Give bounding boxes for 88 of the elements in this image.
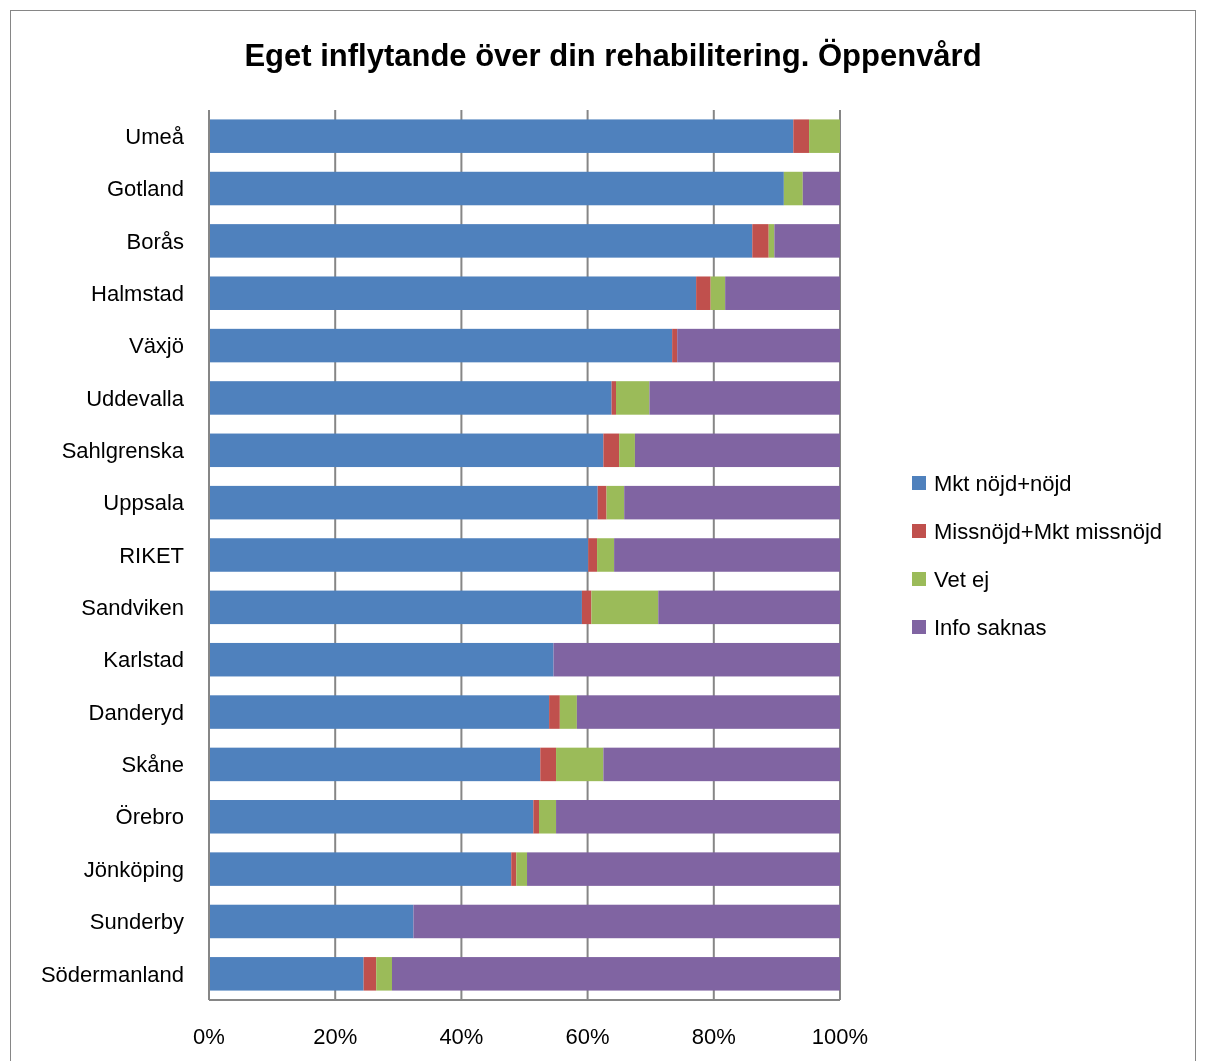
bar xyxy=(209,328,673,363)
x-tick-label: 100% xyxy=(811,1024,869,1049)
bar xyxy=(603,433,620,468)
bar xyxy=(209,800,534,834)
bar xyxy=(209,381,612,415)
y-tick-label: Danderyd xyxy=(88,699,184,725)
y-tick-label: Växjö xyxy=(128,333,184,359)
bar xyxy=(209,433,604,468)
bar xyxy=(774,224,840,258)
y-tick-label: Sandviken xyxy=(81,595,184,621)
bar xyxy=(209,171,784,206)
x-tick-label: 0% xyxy=(193,1024,225,1049)
bar xyxy=(658,590,840,625)
legend-label: Vet ej xyxy=(934,566,990,592)
bar xyxy=(209,485,598,520)
bar xyxy=(413,904,840,939)
bar xyxy=(516,852,528,886)
bar xyxy=(539,800,557,834)
legend-label: Mkt nöjd+nöjd xyxy=(934,470,1072,496)
bar xyxy=(209,852,512,886)
bar xyxy=(376,957,392,991)
y-tick-label: Gotland xyxy=(106,176,184,202)
bar xyxy=(672,328,678,363)
bar xyxy=(556,747,604,782)
bar xyxy=(209,747,541,782)
bar xyxy=(588,538,598,572)
bar xyxy=(752,224,769,258)
y-tick-label: Sunderby xyxy=(89,909,184,935)
bar xyxy=(619,433,635,468)
bar xyxy=(209,695,550,729)
x-tick-label: 80% xyxy=(691,1024,736,1049)
bar xyxy=(209,119,794,153)
x-tick-label: 40% xyxy=(439,1024,484,1049)
bar xyxy=(783,171,803,206)
bar xyxy=(209,276,697,310)
bar xyxy=(696,276,711,310)
bar xyxy=(363,957,377,991)
bar xyxy=(209,904,414,939)
bar xyxy=(606,485,625,520)
bar xyxy=(553,642,840,677)
bar xyxy=(649,381,840,415)
y-tick-label: Uppsala xyxy=(103,490,185,516)
bar xyxy=(634,433,840,468)
bar xyxy=(677,328,840,363)
y-tick-label: Örebro xyxy=(115,804,184,830)
bar xyxy=(549,695,560,729)
y-tick-label: Jönköping xyxy=(83,856,184,882)
chart-title: Eget inflytande över din rehabilitering. Öppenvård xyxy=(244,38,982,73)
bar xyxy=(603,747,840,782)
bar xyxy=(809,119,840,153)
bar xyxy=(616,381,650,415)
legend-label: Info saknas xyxy=(934,614,1047,640)
bar xyxy=(624,485,840,520)
y-tick-label: Borås xyxy=(126,228,184,254)
legend-label: Missnöjd+Mkt missnöjd xyxy=(934,518,1163,544)
bar xyxy=(209,538,589,572)
bar xyxy=(533,800,540,834)
bar xyxy=(540,747,557,782)
y-tick-label: Sahlgrenska xyxy=(61,437,185,463)
bar xyxy=(559,695,577,729)
bar xyxy=(597,485,607,520)
bar xyxy=(511,852,517,886)
y-tick-label: Skåne xyxy=(121,752,184,778)
bar xyxy=(209,642,554,677)
bar xyxy=(614,538,840,572)
bar xyxy=(725,276,840,310)
bar xyxy=(209,590,582,625)
y-tick-label: Umeå xyxy=(125,123,185,149)
y-tick-label: Södermanland xyxy=(40,961,184,987)
y-tick-label: Uddevalla xyxy=(86,385,185,411)
bar xyxy=(527,852,840,886)
bar xyxy=(591,590,659,625)
bar xyxy=(576,695,840,729)
y-tick-label: Halmstad xyxy=(91,280,184,306)
bar xyxy=(802,171,840,206)
x-tick-label: 60% xyxy=(565,1024,610,1049)
bar xyxy=(597,538,615,572)
bar xyxy=(556,800,840,834)
bar xyxy=(209,224,753,258)
bar xyxy=(391,957,840,991)
y-tick-label: RIKET xyxy=(119,542,184,568)
bar xyxy=(710,276,726,310)
bar xyxy=(611,381,616,415)
x-tick-label: 20% xyxy=(313,1024,358,1049)
bar xyxy=(581,590,592,625)
bar xyxy=(793,119,810,153)
y-tick-label: Karlstad xyxy=(103,647,184,673)
bar xyxy=(209,957,364,991)
